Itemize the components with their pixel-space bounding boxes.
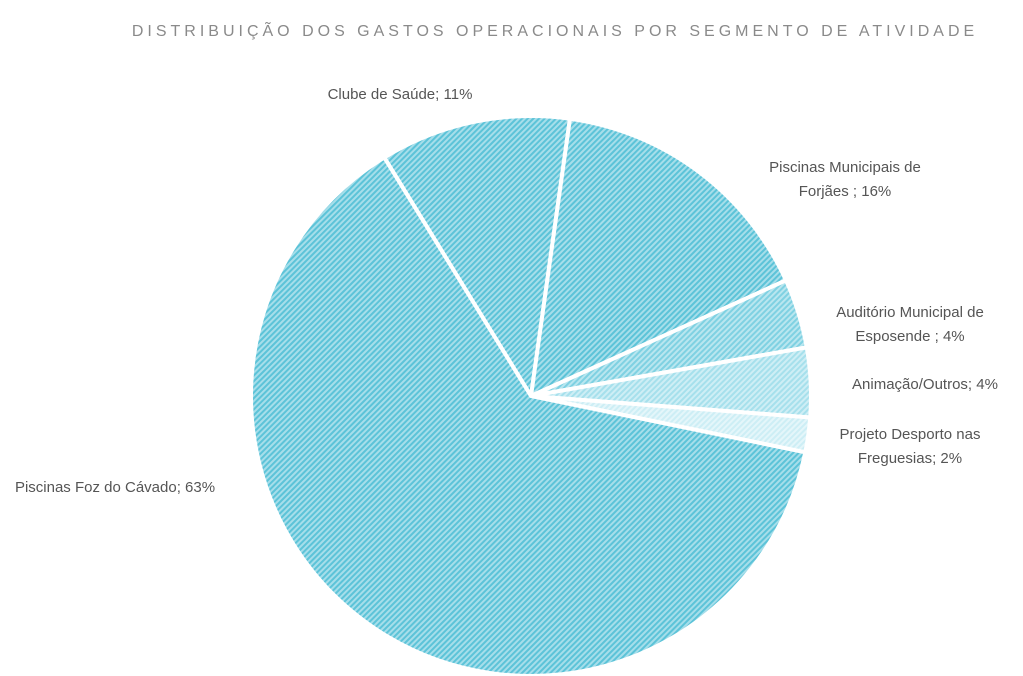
label-separator: ;: [934, 328, 943, 345]
pie-slice: [249, 154, 808, 676]
slice-label: Projeto Desporto nas Freguesias; 2%: [810, 423, 1010, 471]
slice-label: Piscinas Foz do Cávado; 63%: [0, 476, 230, 500]
category-name: Auditório Municipal de Esposende: [836, 304, 984, 345]
category-name: Piscinas Foz do Cávado: [14, 479, 177, 496]
slice-label: Piscinas Municipais de Forjães ; 16%: [745, 156, 945, 204]
value-label: 4%: [942, 328, 965, 345]
label-separator: ;: [852, 183, 862, 200]
slice-label: Animação/Outros; 4%: [815, 373, 1023, 397]
slice-label: Auditório Municipal de Esposende ; 4%: [810, 301, 1010, 349]
label-separator: ;: [435, 86, 444, 103]
label-separator: ;: [176, 479, 186, 496]
chart-title: DISTRIBUIÇÃO DOS GASTOS OPERACIONAIS POR…: [131, 23, 979, 40]
pie-slice: [528, 116, 789, 400]
value-label: 16%: [861, 183, 892, 200]
category-name: Piscinas Municipais de Forjães: [769, 159, 921, 200]
slice-label: Clube de Saúde; 11%: [290, 83, 510, 107]
value-label: 11%: [443, 86, 473, 103]
value-label: 63%: [185, 479, 216, 496]
category-name: Animação/Outros: [852, 376, 968, 393]
label-separator: ;: [932, 450, 941, 467]
label-separator: ;: [967, 376, 977, 393]
category-name: Projeto Desporto nas Freguesias: [839, 426, 981, 467]
category-name: Clube de Saúde: [327, 86, 436, 103]
value-label: 2%: [940, 450, 963, 467]
pie-slice: [381, 114, 573, 402]
value-label: 4%: [976, 376, 998, 393]
